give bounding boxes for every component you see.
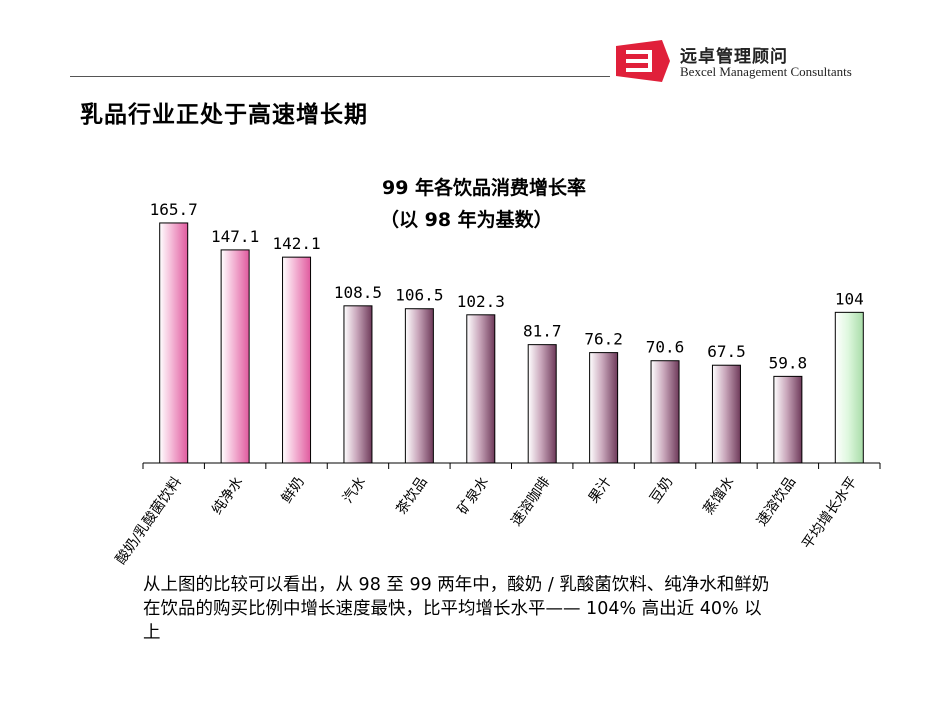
data-label: 104	[835, 289, 864, 308]
chart-subtitle: （以 98 年为基数）	[380, 209, 553, 231]
x-tick-label: 矿泉水	[454, 474, 492, 518]
bar-4	[404, 308, 434, 464]
bar-11	[834, 311, 864, 464]
x-tick-label: 蒸馏水	[701, 474, 738, 518]
note-line: 从上图的比较可以看出，从 98 至 99 两年中，酸奶 / 乳酸菌饮料、纯净水和…	[143, 575, 770, 595]
data-label: 142.1	[272, 234, 320, 253]
x-tick-label: 汽水	[340, 474, 369, 506]
x-tick-label: 茶饮品	[393, 474, 430, 518]
bar-2	[282, 256, 312, 464]
x-tick-label: 果汁	[586, 474, 615, 506]
analysis-note: 从上图的比较可以看出，从 98 至 99 两年中，酸奶 / 乳酸菌饮料、纯净水和…	[143, 573, 883, 645]
data-label: 165.7	[150, 200, 198, 219]
x-tick-label: 速溶咖啡	[508, 474, 553, 529]
bar-10	[773, 375, 803, 464]
x-tick-label: 纯净水	[209, 474, 246, 518]
data-label: 67.5	[707, 342, 746, 361]
data-label: 147.1	[211, 227, 259, 246]
x-tick-label: 酸奶/乳酸菌饮料	[113, 474, 185, 567]
data-label: 81.7	[523, 322, 562, 341]
bar-7	[589, 352, 619, 464]
bar-9	[711, 364, 741, 464]
page-title: 乳品行业正处于高速增长期	[80, 102, 368, 128]
bar-6	[527, 344, 557, 464]
data-label: 108.5	[334, 283, 382, 302]
data-label: 102.3	[457, 292, 505, 311]
logo-mark-icon	[616, 40, 670, 82]
logo-name-cn: 远卓管理顾问	[680, 47, 788, 67]
bar-0	[159, 222, 189, 464]
header-divider	[70, 76, 610, 77]
bar-5	[466, 314, 496, 464]
x-tick-label: 豆奶	[647, 474, 676, 506]
data-label: 59.8	[769, 353, 808, 372]
note-line: 上	[143, 623, 161, 643]
data-label: 70.6	[646, 338, 685, 357]
data-label: 76.2	[584, 330, 623, 349]
company-logo: 远卓管理顾问 Bexcel Management Consultants	[612, 40, 912, 85]
data-label: 106.5	[395, 286, 443, 305]
logo-name-en: Bexcel Management Consultants	[680, 64, 852, 79]
x-tick-label: 鲜奶	[279, 474, 308, 506]
bar-1	[220, 249, 250, 464]
x-tick-label: 平均增长水平	[799, 474, 860, 552]
note-line: 在饮品的购买比例中增长速度最快，比平均增长水平—— 104% 高出近 40% 以	[143, 599, 762, 619]
x-tick-label: 速溶饮品	[754, 474, 799, 529]
chart-title: 99 年各饮品消费增长率	[382, 177, 587, 199]
bar-8	[650, 360, 680, 464]
bar-3	[343, 305, 373, 464]
